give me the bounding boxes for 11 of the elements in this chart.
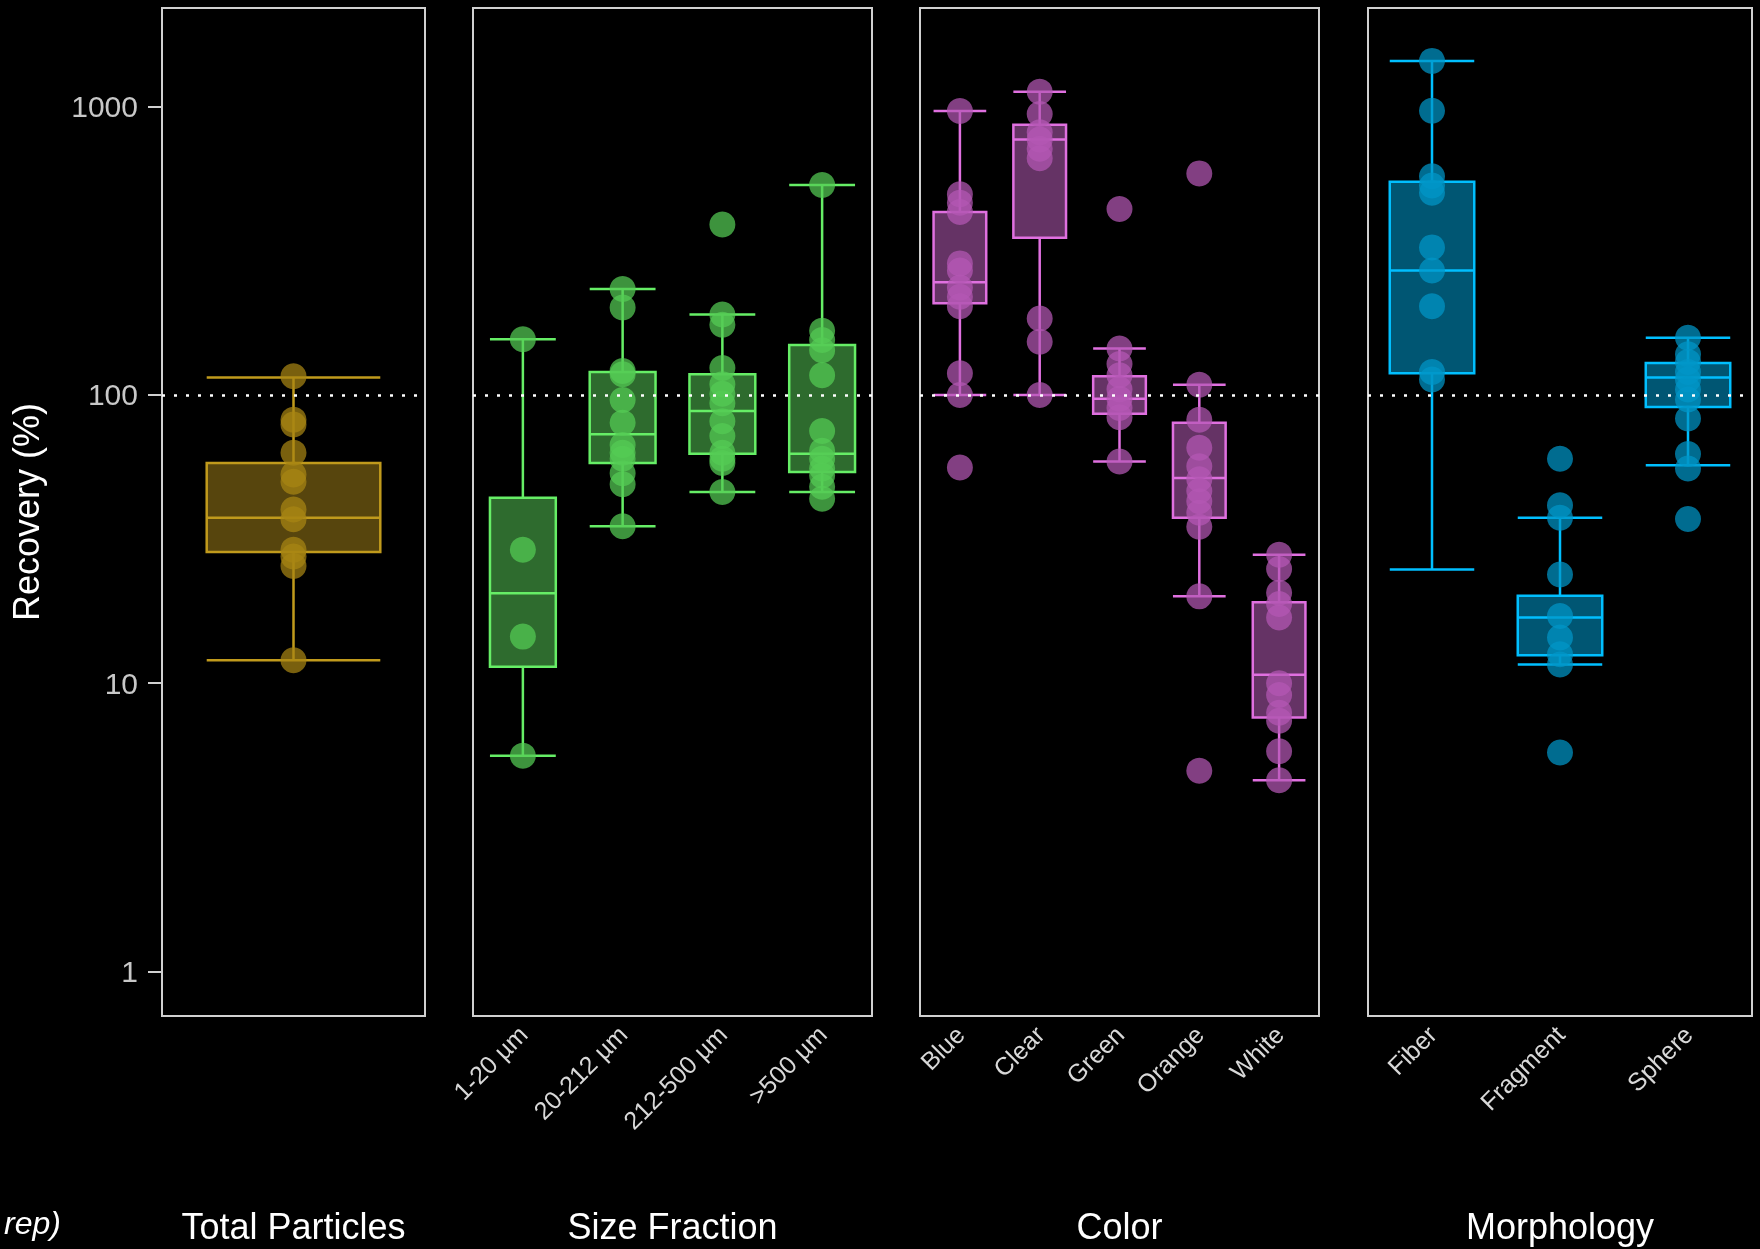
x-axis-title: Morphology — [1465, 1205, 1655, 1247]
x-tick-label: Blue — [914, 1020, 970, 1076]
y-tick-label: 1 — [121, 954, 138, 988]
x-axis-title: Color — [1076, 1205, 1163, 1247]
y-tick-label: 10 — [104, 666, 138, 700]
text: rep) — [4, 1205, 61, 1241]
y-axis-title: Recovery (%) — [5, 402, 47, 622]
y-tick-label: 1000 — [71, 90, 138, 124]
x-axis-title: Total Particles — [181, 1205, 406, 1247]
x-axis-title: Size Fraction — [567, 1205, 778, 1247]
y-tick-label: 100 — [87, 378, 138, 412]
